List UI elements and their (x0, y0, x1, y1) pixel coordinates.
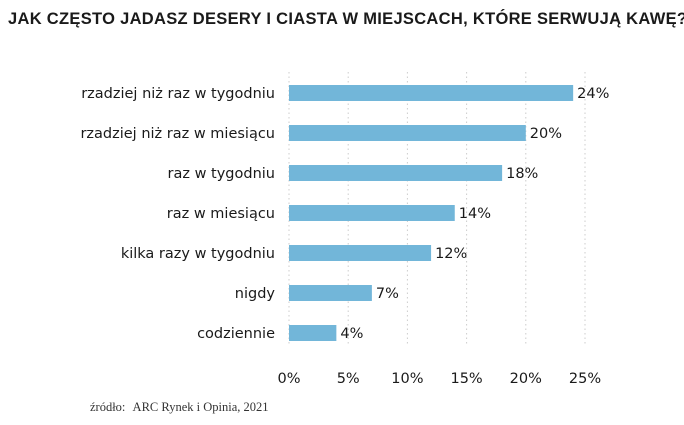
bar (289, 325, 337, 341)
value-label: 7% (376, 286, 399, 302)
x-tick-label: 0% (277, 371, 300, 387)
category-label: rzadziej niż raz w tygodniu (81, 86, 275, 102)
value-label: 4% (340, 326, 363, 342)
bar (289, 285, 372, 301)
bars (289, 85, 574, 341)
category-label: nigdy (235, 286, 276, 302)
value-label: 18% (506, 166, 538, 182)
source-text: ARC Rynek i Opinia, 2021 (132, 400, 269, 414)
category-label: codziennie (197, 326, 275, 342)
value-labels: 24% 20% 18% 14% 12% 7% 4% (340, 86, 609, 342)
x-tick-label: 10% (391, 371, 423, 387)
source-note: źródło: ARC Rynek i Opinia, 2021 (90, 400, 269, 415)
category-label: raz w tygodniu (168, 166, 276, 182)
category-label: raz w miesiącu (167, 206, 275, 222)
x-tick-label: 25% (569, 371, 601, 387)
category-label: kilka razy w tygodniu (121, 246, 275, 262)
value-label: 24% (577, 86, 609, 102)
x-tick-labels: 0% 5% 10% 15% 20% 25% (277, 371, 601, 387)
x-tick-label: 20% (510, 371, 542, 387)
value-label: 12% (435, 246, 467, 262)
value-label: 20% (530, 126, 562, 142)
value-label: 14% (459, 206, 491, 222)
x-tick-label: 15% (450, 371, 482, 387)
bar (289, 205, 455, 221)
category-label: rzadziej niż raz w miesiącu (80, 126, 275, 142)
source-label: źródło: (90, 400, 126, 414)
bar (289, 85, 574, 101)
chart-title: JAK CZĘSTO JADASZ DESERY I CIASTA W MIEJ… (8, 10, 684, 28)
category-labels: rzadziej niż raz w tygodniu rzadziej niż … (80, 86, 275, 342)
bar (289, 245, 432, 261)
x-tick-label: 5% (337, 371, 360, 387)
bar (289, 125, 526, 141)
bar (289, 165, 503, 181)
